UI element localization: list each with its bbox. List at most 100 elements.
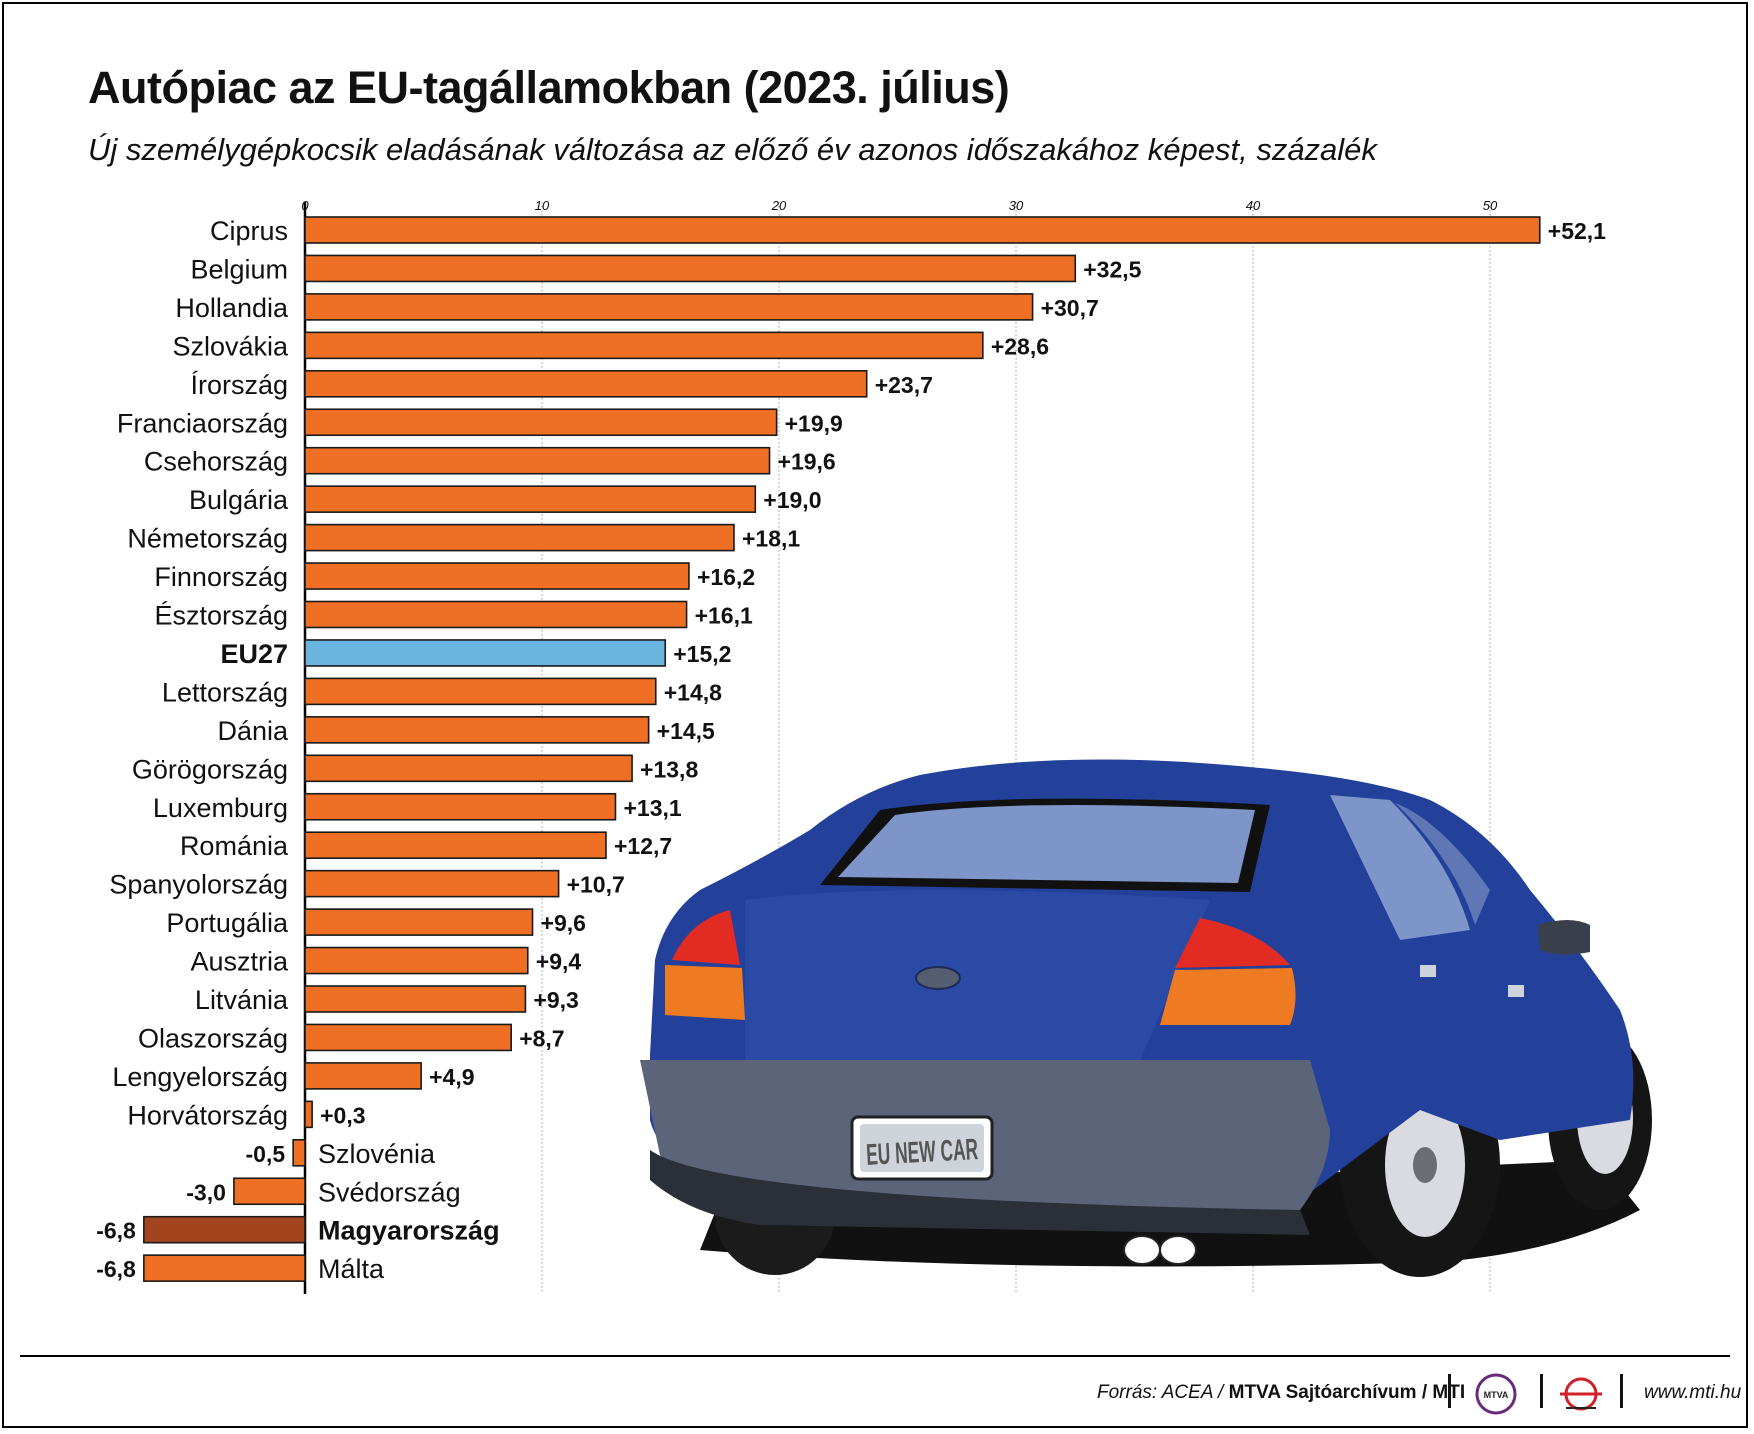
category-label: Finnország bbox=[154, 562, 288, 592]
category-label: Szlovénia bbox=[318, 1139, 436, 1169]
value-labels: +52,1 +32,5 +30,7 +28,6 +23,7 +19,9 +19,6 +19,0… bbox=[96, 218, 1606, 1282]
value-label: +4,9 bbox=[429, 1064, 474, 1090]
bars bbox=[143, 216, 1541, 1282]
value-label: +9,4 bbox=[536, 949, 582, 975]
category-label: Csehország bbox=[144, 447, 288, 477]
bar bbox=[292, 1139, 306, 1167]
bar bbox=[304, 600, 688, 629]
bar bbox=[304, 754, 633, 783]
bar bbox=[143, 1254, 306, 1282]
category-label: Lettország bbox=[162, 677, 288, 707]
value-label: +16,2 bbox=[697, 564, 755, 590]
category-label: Bulgária bbox=[189, 485, 289, 515]
value-label: +9,3 bbox=[533, 987, 578, 1013]
category-label: Portugália bbox=[166, 908, 289, 938]
category-labels: Ciprus Belgium Hollandia Szlovákia Írország F… bbox=[109, 216, 499, 1284]
bar bbox=[304, 408, 778, 437]
category-label: Hollandia bbox=[175, 293, 289, 323]
category-label: Spanyolország bbox=[109, 870, 288, 900]
category-label: Szlovákia bbox=[172, 331, 289, 361]
x-tick-label: 40 bbox=[1246, 198, 1261, 213]
value-label: +19,0 bbox=[763, 487, 821, 513]
value-label: +32,5 bbox=[1083, 256, 1141, 282]
category-label: Luxemburg bbox=[153, 793, 288, 823]
bar bbox=[304, 1023, 512, 1052]
category-label: Németország bbox=[127, 524, 288, 554]
bar bbox=[304, 639, 667, 667]
bar bbox=[304, 985, 527, 1013]
license-plate-text: EU NEW CAR bbox=[865, 1133, 979, 1172]
value-label: +19,6 bbox=[778, 449, 836, 475]
x-tick-label: 20 bbox=[771, 198, 787, 213]
footer-divider bbox=[20, 1355, 1730, 1357]
bar bbox=[304, 908, 534, 936]
bar bbox=[304, 716, 650, 744]
bar bbox=[304, 369, 868, 398]
bar bbox=[304, 1100, 313, 1129]
category-label: Dánia bbox=[217, 716, 289, 746]
value-label: +14,5 bbox=[657, 718, 715, 744]
chart-subtitle: Új személygépkocsik eladásának változása… bbox=[88, 132, 1377, 167]
footer-separator bbox=[1540, 1374, 1543, 1408]
bar bbox=[233, 1177, 306, 1206]
bar bbox=[304, 254, 1077, 283]
bar bbox=[304, 523, 735, 552]
category-label: Franciaország bbox=[117, 408, 288, 438]
category-label: Málta bbox=[318, 1254, 385, 1284]
chart-title: Autópiac az EU-tagállamokban (2023. júli… bbox=[88, 62, 1010, 113]
value-label: +13,1 bbox=[623, 795, 681, 821]
bar bbox=[304, 677, 657, 706]
x-tick-label: 50 bbox=[1483, 198, 1498, 213]
source-text: Forrás: ACEA / MTVA Sajtóarchívum / MTI bbox=[1097, 1382, 1466, 1403]
value-label: +14,8 bbox=[664, 679, 722, 705]
value-label: +12,7 bbox=[614, 833, 672, 859]
category-label: EU27 bbox=[220, 639, 288, 669]
bar bbox=[304, 792, 617, 821]
mti-logo-icon bbox=[1560, 1377, 1602, 1411]
value-label: +18,1 bbox=[742, 526, 800, 552]
bar bbox=[304, 562, 690, 590]
category-label: Olaszország bbox=[138, 1023, 288, 1053]
value-label: +15,2 bbox=[673, 641, 731, 667]
value-label: +30,7 bbox=[1041, 295, 1099, 321]
bar bbox=[304, 831, 607, 860]
x-tick-label: 10 bbox=[535, 198, 550, 213]
bar bbox=[304, 293, 1034, 321]
value-label: +16,1 bbox=[695, 603, 753, 629]
category-label: Románia bbox=[180, 831, 289, 861]
value-label: -6,8 bbox=[96, 1218, 136, 1244]
value-label: -3,0 bbox=[186, 1179, 226, 1205]
category-label: Horvátország bbox=[127, 1100, 288, 1130]
website-link[interactable]: www.mti.hu bbox=[1644, 1382, 1742, 1403]
footer-separator bbox=[1448, 1374, 1451, 1408]
x-tick-label: 30 bbox=[1009, 198, 1024, 213]
category-label: Litvánia bbox=[195, 985, 289, 1015]
bar bbox=[304, 446, 771, 475]
bar bbox=[304, 216, 1541, 244]
bar bbox=[143, 1215, 306, 1244]
value-label: +52,1 bbox=[1548, 218, 1606, 244]
value-label: +23,7 bbox=[875, 372, 933, 398]
category-label: Görögország bbox=[132, 754, 288, 784]
category-label: Ausztria bbox=[190, 947, 289, 977]
car-illustration bbox=[640, 759, 1652, 1277]
category-label: Svédország bbox=[318, 1177, 461, 1207]
bar bbox=[304, 869, 560, 898]
value-label: +28,6 bbox=[991, 333, 1049, 359]
category-label: Ciprus bbox=[210, 216, 288, 246]
value-label: +0,3 bbox=[320, 1102, 365, 1128]
bar bbox=[304, 485, 757, 513]
category-label: Észtország bbox=[154, 601, 288, 631]
value-label: +13,8 bbox=[640, 756, 698, 782]
category-label: Írország bbox=[190, 370, 288, 400]
category-label: Belgium bbox=[190, 254, 288, 284]
category-label: Magyarország bbox=[318, 1216, 500, 1246]
value-label: +9,6 bbox=[541, 910, 586, 936]
mtva-logo-text: MTVA bbox=[1484, 1390, 1509, 1400]
bar bbox=[304, 1062, 422, 1090]
bar bbox=[304, 946, 529, 975]
bar bbox=[304, 331, 984, 360]
mtva-logo: MTVA bbox=[1475, 1373, 1517, 1415]
